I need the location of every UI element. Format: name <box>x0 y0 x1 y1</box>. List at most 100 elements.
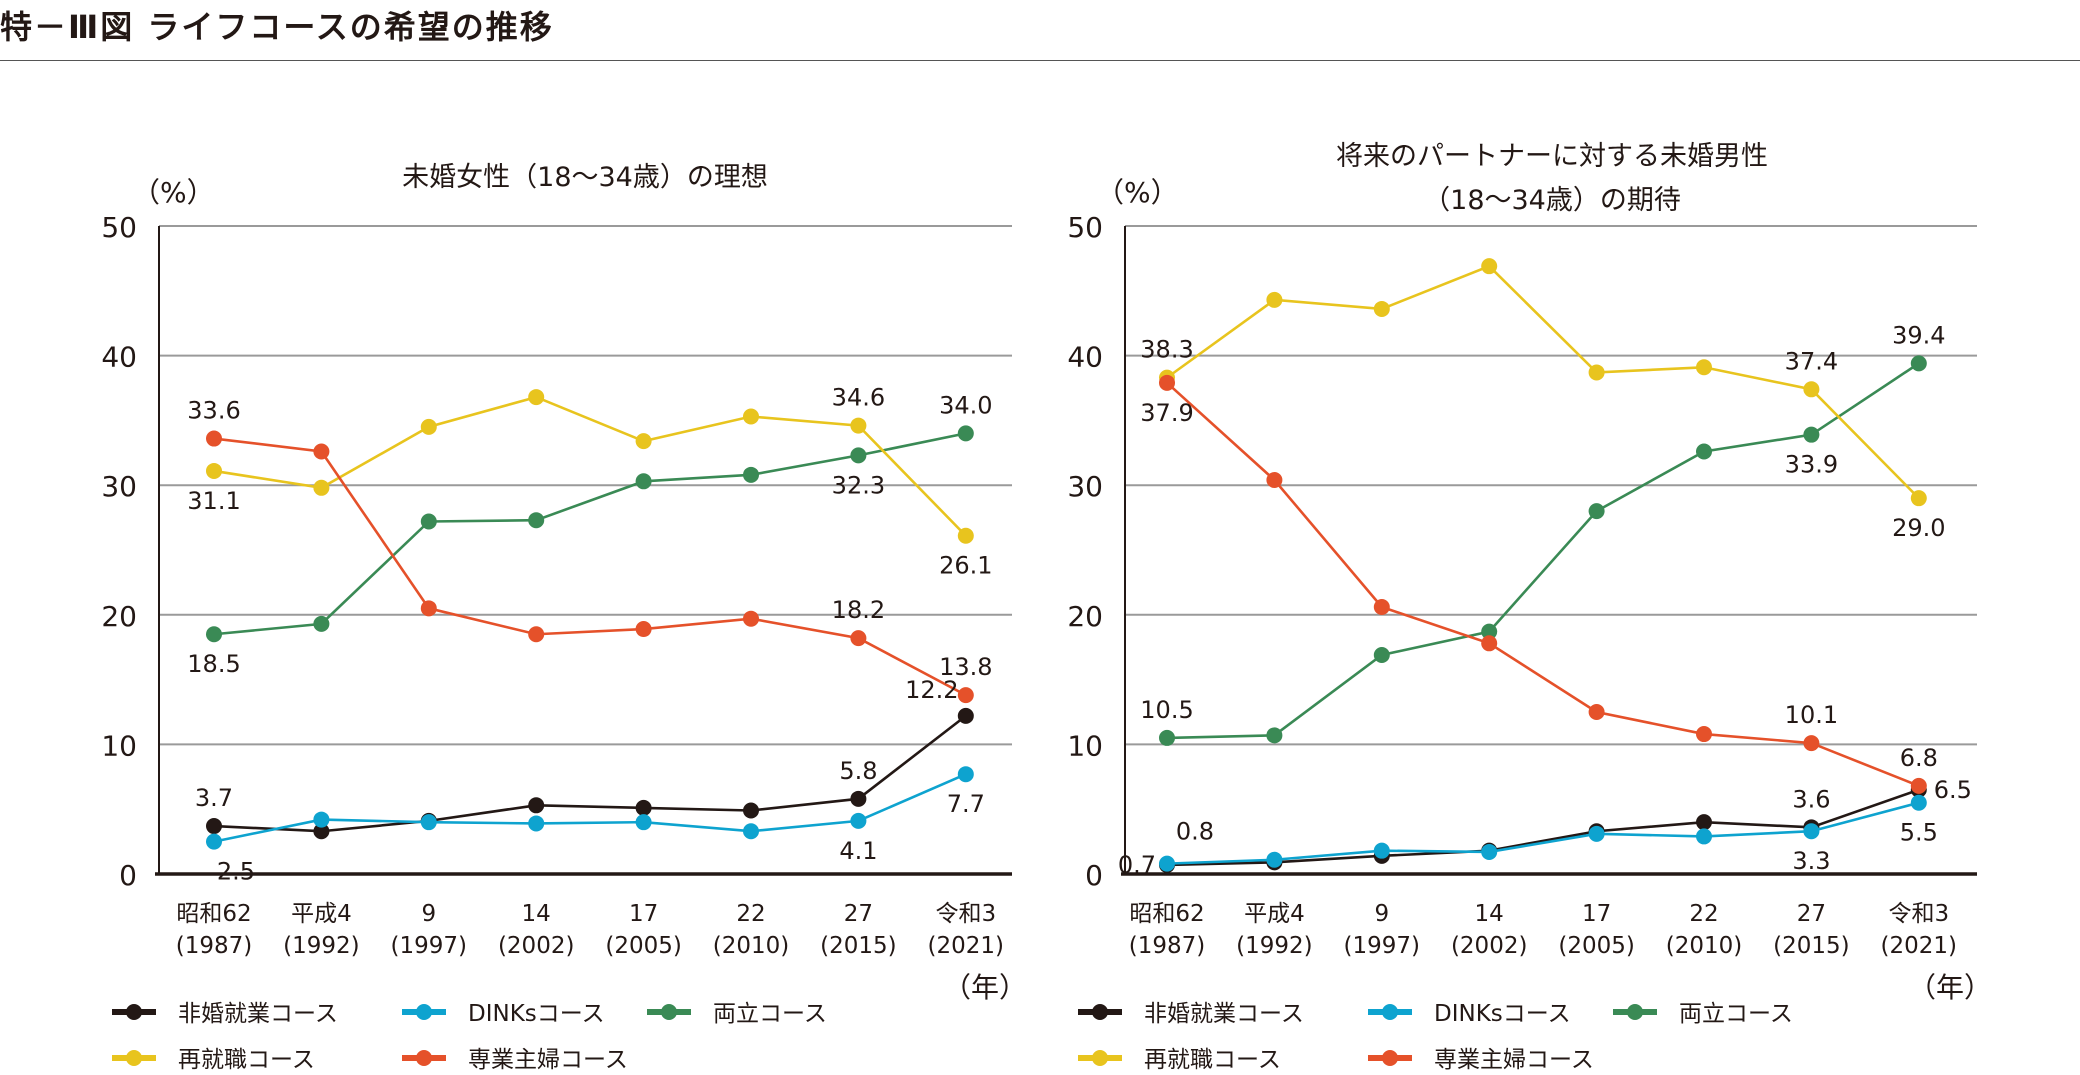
x-tick-label-year: (1997) <box>1344 933 1420 959</box>
data-label: 38.3 <box>1140 336 1193 364</box>
x-tick-label: 27 <box>1797 901 1826 927</box>
y-tick-label: 10 <box>101 729 137 762</box>
data-point <box>1159 374 1175 391</box>
legend-swatch-marker <box>126 1004 142 1020</box>
data-point <box>1481 258 1498 275</box>
series-line <box>1166 264 1920 500</box>
y-tick-label: 20 <box>101 600 137 633</box>
legend-swatch-marker <box>126 1050 142 1066</box>
data-point <box>1803 823 1820 840</box>
data-point <box>1803 381 1820 398</box>
data-label: 31.1 <box>187 487 240 515</box>
x-tick-label: 令和3 <box>935 901 996 927</box>
y-tick-label: 40 <box>1067 341 1103 374</box>
x-tick-label: 22 <box>1689 901 1718 927</box>
legend-label: 非婚就業コース <box>1144 1001 1304 1027</box>
series-line <box>213 437 967 697</box>
legend-swatch-marker <box>416 1004 432 1020</box>
data-point <box>1910 794 1927 811</box>
series-line <box>1166 801 1920 865</box>
data-point <box>420 418 437 435</box>
x-tick-label-year: (1987) <box>176 933 252 959</box>
x-tick-label: 14 <box>522 901 551 927</box>
title-divider <box>0 60 2080 61</box>
x-tick-label-year: (2010) <box>713 933 789 959</box>
data-label: 5.5 <box>1900 819 1938 847</box>
data-point <box>743 408 759 425</box>
x-tick-label: 27 <box>844 901 873 927</box>
data-point <box>957 687 974 704</box>
legend-label: DINKsコース <box>468 1001 605 1027</box>
data-label: 6.8 <box>1900 744 1938 772</box>
data-point <box>1588 364 1605 381</box>
data-point <box>850 447 867 464</box>
data-point <box>1481 635 1498 652</box>
x-tick-label-year: (2002) <box>1451 933 1527 959</box>
data-label: 5.8 <box>839 757 877 785</box>
data-point <box>528 797 545 814</box>
legend-swatch-marker <box>1382 1004 1398 1020</box>
data-point <box>850 417 867 434</box>
legend-label: 再就職コース <box>1144 1047 1281 1073</box>
data-point <box>313 615 330 632</box>
series-line <box>1166 788 1920 867</box>
data-point <box>313 443 330 460</box>
data-point <box>206 430 222 447</box>
data-point <box>1696 359 1712 376</box>
x-tick-label: 令和3 <box>1888 901 1949 927</box>
data-point <box>1373 300 1390 317</box>
data-label: 37.9 <box>1140 399 1193 427</box>
data-point <box>313 811 330 828</box>
x-tick-label: 昭和62 <box>176 901 251 927</box>
chart-title: （18〜34歳）の期待 <box>1423 185 1681 216</box>
data-point <box>957 766 974 783</box>
data-point <box>1373 646 1390 663</box>
data-point <box>1910 355 1927 372</box>
data-point <box>1588 704 1605 720</box>
data-label: 7.7 <box>947 790 985 818</box>
data-point <box>743 466 759 483</box>
data-point <box>206 462 222 479</box>
y-axis-unit: （%） <box>132 176 215 209</box>
data-point <box>743 823 759 840</box>
x-tick-label-year: (2002) <box>498 933 574 959</box>
data-label: 34.6 <box>832 384 885 412</box>
x-tick-label-year: (2010) <box>1666 933 1742 959</box>
y-tick-label: 0 <box>1085 859 1103 892</box>
x-tick-label-year: (2015) <box>1773 933 1849 959</box>
legend-label: 非婚就業コース <box>178 1001 338 1027</box>
data-point <box>206 833 222 850</box>
data-label: 2.5 <box>217 858 255 886</box>
legend-label: 専業主婦コース <box>468 1047 628 1073</box>
series-line <box>213 714 967 833</box>
data-point <box>528 626 545 643</box>
data-label: 32.3 <box>832 471 885 499</box>
x-tick-label: 平成4 <box>1244 901 1305 927</box>
x-tick-label-year: (2021) <box>928 933 1004 959</box>
data-label: 29.0 <box>1892 514 1945 542</box>
data-point <box>635 799 652 816</box>
legend-label: 両立コース <box>713 1001 827 1027</box>
x-tick-label-year: (2021) <box>1881 933 1957 959</box>
x-tick-label: 9 <box>1374 901 1389 927</box>
data-point <box>743 802 759 819</box>
data-label: 0.7 <box>1118 851 1156 879</box>
x-tick-label-year: (2015) <box>820 933 896 959</box>
data-label: 3.7 <box>195 784 233 812</box>
data-point <box>528 815 545 832</box>
x-tick-label-year: (1992) <box>283 933 359 959</box>
data-point <box>635 621 652 638</box>
y-tick-label: 50 <box>101 211 137 244</box>
data-point <box>1373 599 1390 616</box>
data-point <box>1696 443 1712 460</box>
data-label: 13.8 <box>939 653 992 681</box>
data-point <box>313 479 330 496</box>
data-point <box>1588 825 1605 842</box>
y-tick-label: 10 <box>1067 729 1103 762</box>
data-point <box>1159 855 1175 872</box>
legend-label: 再就職コース <box>178 1047 315 1073</box>
data-label: 3.3 <box>1792 847 1830 875</box>
data-point <box>420 513 437 530</box>
data-point <box>420 600 437 617</box>
data-point <box>420 814 437 831</box>
